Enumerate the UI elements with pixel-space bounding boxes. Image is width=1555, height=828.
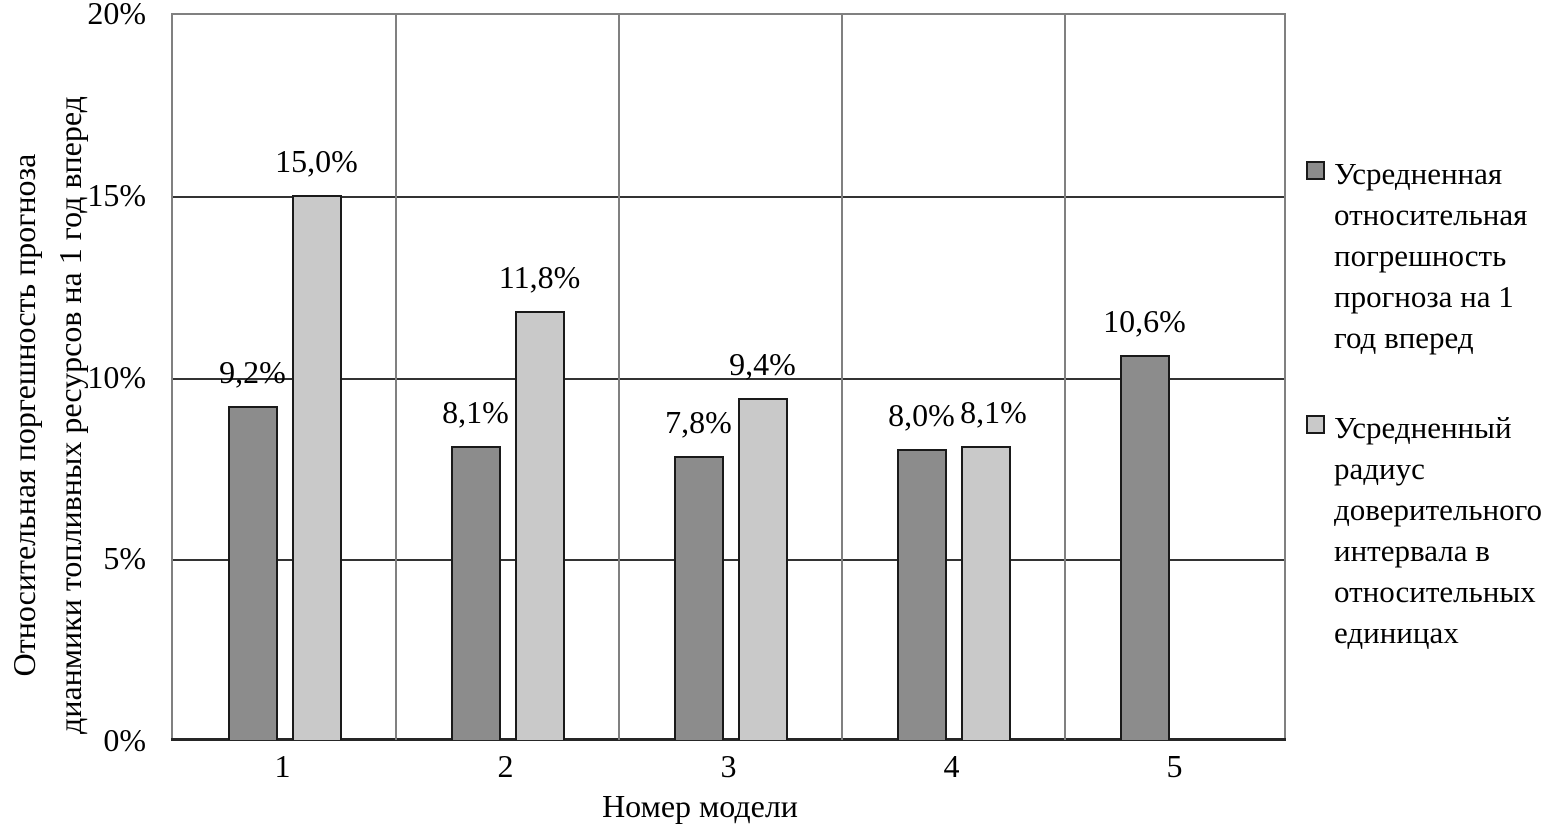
x-axis-title: Номер модели <box>602 788 798 824</box>
y-axis-title-line1: Относительная поргешность прогноза <box>6 153 42 677</box>
y-tick-label: 10% <box>87 358 146 395</box>
bar-series1-model3 <box>673 456 724 740</box>
bar-value-label: 15,0% <box>275 142 358 179</box>
bar-series2-model2 <box>514 311 565 740</box>
legend-item-1: Усредненная относительная погрешность прогн… <box>1306 153 1555 358</box>
legend-label-line: прогноза на 1 <box>1334 279 1514 314</box>
bar-series2-model1 <box>291 194 342 740</box>
legend-label-line: единицах <box>1334 615 1459 650</box>
x-axis-line <box>171 738 1286 741</box>
legend-label-line: погрешность <box>1334 238 1507 273</box>
legend-item-2: Усредненный радиус доверительного интервала… <box>1306 407 1555 653</box>
y-tick-label: 0% <box>103 722 146 758</box>
y-tick-label: 15% <box>87 176 146 213</box>
x-tick-label: 1 <box>274 748 291 784</box>
legend: Усредненная относительная погрешность прогн… <box>1306 153 1555 653</box>
bar-value-label: 9,2% <box>219 353 286 390</box>
gridline-horizontal <box>173 559 1284 562</box>
legend-label-series2: Усредненный радиус доверительного интервала… <box>1334 407 1542 653</box>
legend-label-line: относительная <box>1334 197 1528 232</box>
bar-series1-model1 <box>227 405 278 740</box>
bar-series1-model5 <box>1119 354 1170 740</box>
gridline-vertical <box>618 15 620 740</box>
gridline-vertical <box>395 15 397 740</box>
bar-value-label: 8,1% <box>442 393 509 430</box>
bar-series1-model4 <box>896 449 947 740</box>
bar-value-label: 7,8% <box>665 404 732 441</box>
legend-label-line: относительных <box>1334 574 1536 609</box>
plot-area: 9,2% 8,1% 7,8% 8,0% 10,6% 15,0% 11,8% 9,4% 8,1% <box>171 13 1286 741</box>
legend-label-line: интервала в <box>1334 533 1490 568</box>
gridline-vertical <box>841 15 843 740</box>
y-axis-title-line2: дианмики топливных ресурсов на 1 год впе… <box>52 96 88 734</box>
legend-swatch-series1-icon <box>1306 161 1325 180</box>
legend-label-line: год вперед <box>1334 320 1474 355</box>
bar-value-label: 10,6% <box>1103 302 1186 339</box>
bar-value-label: 8,0% <box>888 397 955 434</box>
legend-label-line: радиус <box>1334 451 1425 486</box>
bar-value-label: 9,4% <box>729 346 796 383</box>
gridline-horizontal <box>173 195 1284 198</box>
x-tick-label: 3 <box>720 748 737 784</box>
bar-series1-model2 <box>450 445 501 740</box>
legend-label-line: Усредненная <box>1334 156 1503 191</box>
legend-label-line: Усредненный <box>1334 410 1512 445</box>
bar-series2-model3 <box>737 398 788 740</box>
bar-value-label: 11,8% <box>498 259 581 296</box>
y-axis-title: Относительная поргешность прогноза дианм… <box>1 25 93 805</box>
legend-label-series1: Усредненная относительная погрешность прогн… <box>1334 153 1527 358</box>
bar-value-label: 8,1% <box>960 393 1027 430</box>
y-tick-label: 20% <box>87 0 146 31</box>
bar-series2-model4 <box>960 445 1011 740</box>
x-tick-label: 5 <box>1166 748 1183 784</box>
gridline-vertical <box>1064 15 1066 740</box>
legend-label-line: доверительного <box>1334 492 1543 527</box>
x-tick-label: 4 <box>943 748 960 784</box>
gridline-horizontal <box>173 377 1284 380</box>
x-tick-label: 2 <box>497 748 514 784</box>
legend-swatch-series2-icon <box>1306 415 1325 434</box>
y-tick-label: 5% <box>103 540 146 577</box>
